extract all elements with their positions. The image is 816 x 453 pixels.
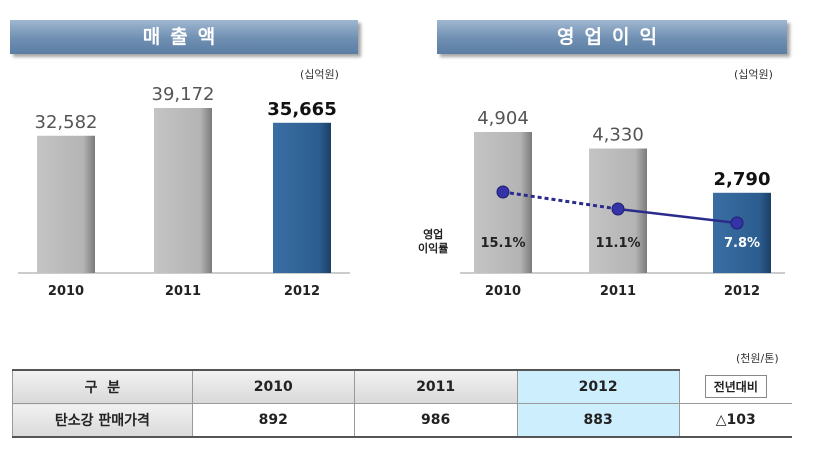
margin-line-dotted (502, 190, 619, 211)
table-row: 탄소강 판매가격 892 986 883 △103 (12, 403, 792, 438)
margin-point-2012 (730, 216, 744, 230)
sales-banner-title: 매출액 (142, 26, 226, 48)
value-cell-2012: 883 (516, 403, 680, 438)
bar-value-label: 32,582 (35, 112, 98, 133)
x-tick-label: 2010 (48, 284, 84, 299)
margin-point-2010 (496, 185, 510, 199)
bar-2012 (713, 192, 771, 273)
sales-banner: 매출액 (10, 20, 358, 54)
bar-2010 (37, 135, 95, 273)
sales-unit: (십억원) (300, 68, 339, 81)
bar-value-label: 2,790 (714, 169, 771, 190)
margin-label-line1: 영업 (423, 228, 444, 241)
x-tick-label: 2012 (724, 284, 760, 299)
value-cell-2011: 986 (353, 403, 518, 438)
margin-value-label: 11.1% (595, 236, 640, 251)
header-cell-2011: 2011 (353, 369, 518, 404)
x-tick-label: 2011 (600, 284, 636, 299)
value-cell-2010: 892 (191, 403, 355, 438)
bar-2012 (273, 122, 331, 273)
margin-point-2011 (611, 202, 625, 216)
header-cell-category: 구 분 (12, 369, 193, 404)
bar-value-label: 35,665 (267, 99, 336, 120)
profit-banner: 영업이익 (437, 20, 787, 54)
bar-value-label: 39,172 (152, 84, 215, 105)
header-cell-2012: 2012 (516, 369, 680, 404)
profit-banner-title: 영업이익 (557, 26, 667, 48)
bar-2011 (154, 108, 212, 273)
profit-chart: 4,904 2010 4,330 2011 2,790 2012 15.1% 11.1% 7.8… (460, 108, 785, 299)
table-header-row: 구 분 2010 2011 2012 전년대비 (12, 369, 792, 404)
margin-label-line2: 이익률 (418, 242, 449, 255)
table-unit: (천원/톤) (736, 352, 779, 365)
bar-value-label: 4,904 (477, 108, 529, 129)
value-cell-yoy: △103 (678, 403, 792, 438)
yoy-header: 전년대비 (704, 375, 767, 398)
header-cell-2010: 2010 (191, 369, 355, 404)
margin-label: 영업 이익률 (418, 228, 448, 256)
margin-value-label: 7.8% (724, 236, 760, 251)
x-tick-label: 2012 (284, 284, 320, 299)
profit-unit: (십억원) (734, 68, 773, 81)
row-label-cell: 탄소강 판매가격 (12, 403, 193, 438)
x-tick-label: 2010 (485, 284, 521, 299)
header-cell-yoy: 전년대비 (678, 370, 792, 404)
price-table: 구 분 2010 2011 2012 전년대비 탄소강 판매가격 892 986… (12, 369, 792, 438)
bar-value-label: 4,330 (592, 125, 644, 146)
margin-line-solid (617, 207, 738, 225)
x-tick-label: 2011 (165, 284, 201, 299)
bar-2010 (474, 132, 532, 273)
margin-value-label: 15.1% (480, 236, 525, 251)
sales-chart: 32,582 2010 39,172 2011 35,665 2012 (18, 84, 350, 299)
